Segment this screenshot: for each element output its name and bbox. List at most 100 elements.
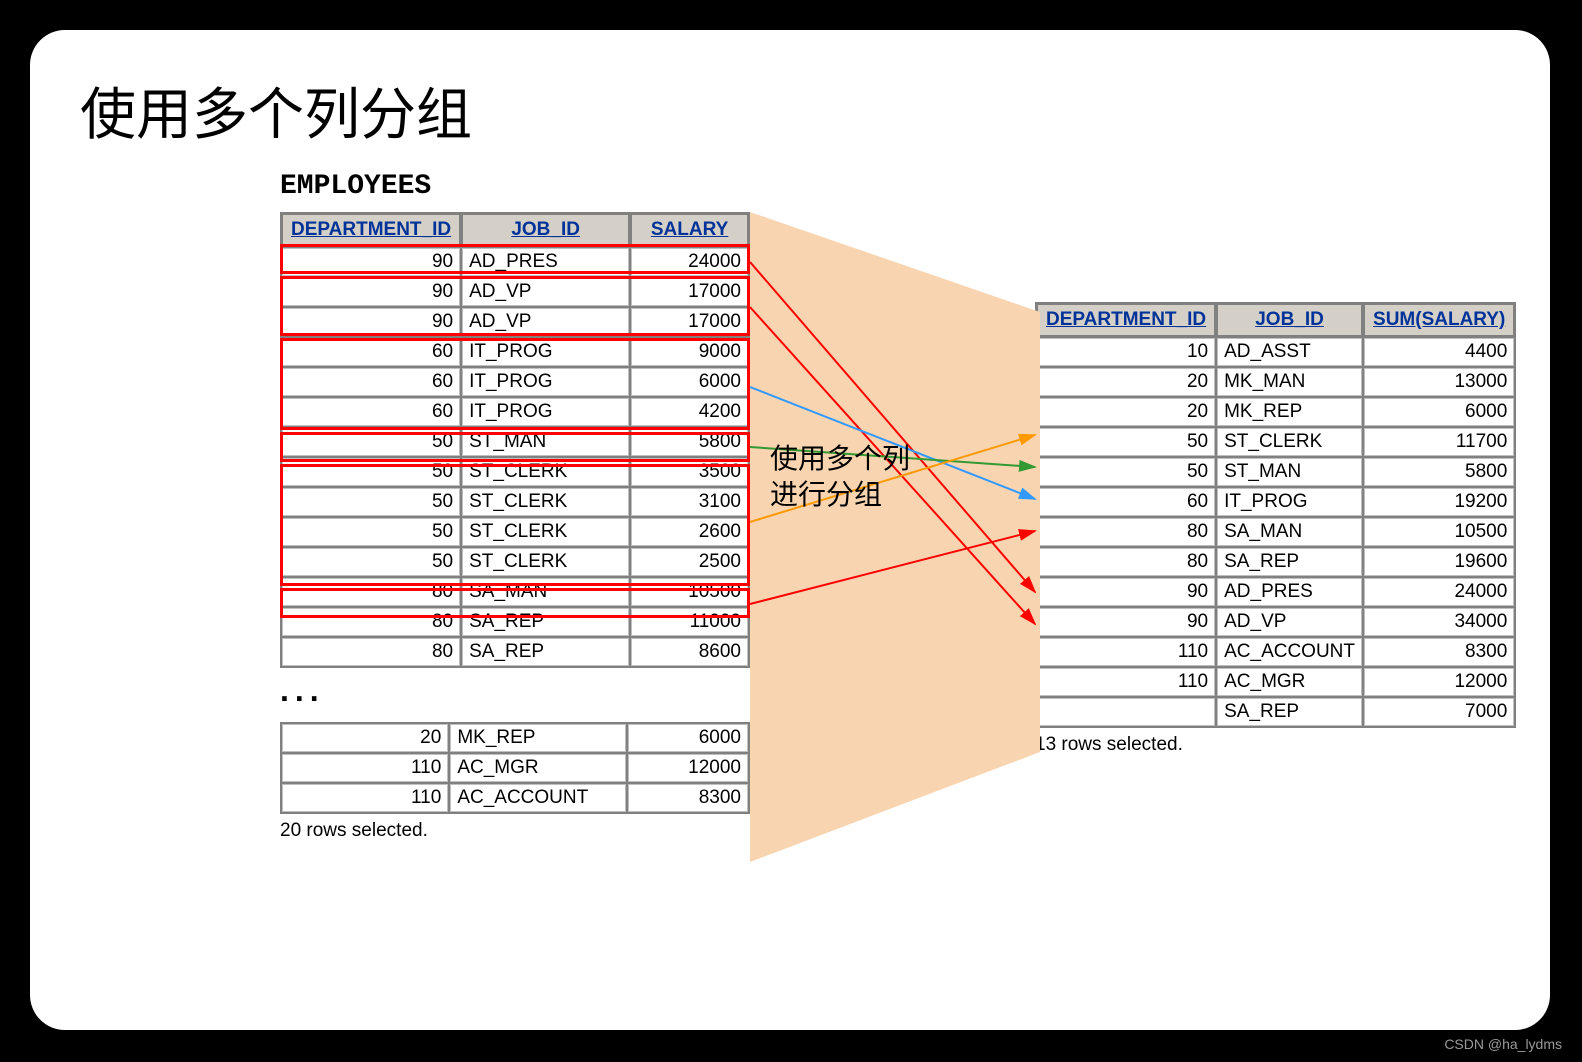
table-cell: AD_VP	[462, 308, 629, 336]
table-row: 90AD_VP17000	[282, 278, 748, 306]
table-cell: 20	[282, 724, 448, 752]
table-cell: 2600	[631, 518, 748, 546]
table-cell: 4400	[1364, 338, 1514, 366]
table-row: 60IT_PROG4200	[282, 398, 748, 426]
table-cell: AD_VP	[462, 278, 629, 306]
table-cell: 8300	[628, 784, 748, 812]
table-cell: IT_PROG	[1217, 488, 1362, 516]
table-row: SA_REP7000	[1037, 698, 1514, 726]
table-cell: SA_MAN	[462, 578, 629, 606]
table-row: 50ST_CLERK3100	[282, 488, 748, 516]
table-cell: 90	[282, 278, 460, 306]
table-cell: 50	[282, 488, 460, 516]
table-cell: MK_MAN	[1217, 368, 1362, 396]
table-row: 50ST_MAN5800	[282, 428, 748, 456]
content-area: DEPARTMENT_ID JOB_ID SALARY 90AD_PRES240…	[80, 212, 1500, 1032]
table-cell: SA_MAN	[1217, 518, 1362, 546]
table-cell: SA_REP	[462, 638, 629, 666]
table-header-row: DEPARTMENT_ID JOB_ID SALARY	[282, 214, 748, 246]
table-cell: SA_REP	[462, 608, 629, 636]
left-rowcount: 20 rows selected.	[280, 820, 750, 842]
table-cell: 80	[1037, 518, 1215, 546]
table-cell: 12000	[1364, 668, 1514, 696]
table-cell: SA_REP	[1217, 548, 1362, 576]
table-row: 90AD_VP17000	[282, 308, 748, 336]
table-row: 10AD_ASST4400	[1037, 338, 1514, 366]
table-cell: IT_PROG	[462, 398, 629, 426]
table-cell: 90	[1037, 578, 1215, 606]
table-cell: 60	[282, 398, 460, 426]
table-cell: 90	[282, 248, 460, 276]
table-cell: AC_MGR	[1217, 668, 1362, 696]
table-cell: 4200	[631, 398, 748, 426]
table-row: 60IT_PROG19200	[1037, 488, 1514, 516]
table-cell: AC_MGR	[450, 754, 626, 782]
table-cell: 50	[282, 428, 460, 456]
table-cell: SA_REP	[1217, 698, 1362, 726]
table-cell: 8300	[1364, 638, 1514, 666]
table-cell: 6000	[631, 368, 748, 396]
table-row: 90AD_VP34000	[1037, 608, 1514, 636]
result-table: DEPARTMENT_ID JOB_ID SUM(SALARY) 10AD_AS…	[1035, 302, 1516, 728]
table-cell: 50	[282, 518, 460, 546]
table-cell: AD_VP	[1217, 608, 1362, 636]
slide-title: 使用多个列分组	[80, 70, 1500, 151]
table-cell: MK_REP	[1217, 398, 1362, 426]
table-row: 110AC_ACCOUNT8300	[1037, 638, 1514, 666]
table-cell: 80	[282, 578, 460, 606]
table-cell: 8600	[631, 638, 748, 666]
table-cell: AC_ACCOUNT	[1217, 638, 1362, 666]
table-cell: 7000	[1364, 698, 1514, 726]
table-row: 50ST_CLERK11700	[1037, 428, 1514, 456]
col-department-id: DEPARTMENT_ID	[1037, 304, 1215, 336]
table-row: 80SA_REP8600	[282, 638, 748, 666]
table-row: 90AD_PRES24000	[1037, 578, 1514, 606]
table-cell: 3500	[631, 458, 748, 486]
table-row: 20MK_REP6000	[282, 724, 748, 752]
table-cell: 80	[282, 638, 460, 666]
table-cell: ST_CLERK	[1217, 428, 1362, 456]
table-cell: 12000	[628, 754, 748, 782]
table-cell: AD_ASST	[1217, 338, 1362, 366]
right-rowcount: 13 rows selected.	[1035, 734, 1515, 756]
result-table-wrapper: DEPARTMENT_ID JOB_ID SUM(SALARY) 10AD_AS…	[1035, 302, 1515, 756]
employees-table-cont: 20MK_REP6000110AC_MGR12000110AC_ACCOUNT8…	[280, 722, 750, 814]
table-row: 80SA_REP19600	[1037, 548, 1514, 576]
table-cell: 24000	[631, 248, 748, 276]
table-header-row: DEPARTMENT_ID JOB_ID SUM(SALARY)	[1037, 304, 1514, 336]
table-cell: 19600	[1364, 548, 1514, 576]
table-cell: 3100	[631, 488, 748, 516]
table-cell: 110	[282, 784, 448, 812]
transform-trapezoid	[750, 212, 1040, 862]
table-cell: 90	[1037, 608, 1215, 636]
ellipsis-indicator: ...	[280, 672, 325, 709]
table-cell: 10500	[1364, 518, 1514, 546]
table-cell: AD_PRES	[1217, 578, 1362, 606]
table-cell: 60	[282, 368, 460, 396]
table-cell: ST_MAN	[462, 428, 629, 456]
table-cell: 9000	[631, 338, 748, 366]
table-row: 50ST_CLERK2500	[282, 548, 748, 576]
table-cell: 6000	[1364, 398, 1514, 426]
table-cell: 50	[1037, 428, 1215, 456]
table-cell: 6000	[628, 724, 748, 752]
table-cell: 5800	[1364, 458, 1514, 486]
watermark-text: CSDN @ha_lydms	[1444, 1036, 1562, 1052]
table-cell: 2500	[631, 548, 748, 576]
table-row: 80SA_MAN10500	[282, 578, 748, 606]
table-cell: ST_CLERK	[462, 518, 629, 546]
table-cell: 34000	[1364, 608, 1514, 636]
table-cell: 80	[1037, 548, 1215, 576]
table-cell: 10	[1037, 338, 1215, 366]
table-cell: 17000	[631, 308, 748, 336]
table-cell: 5800	[631, 428, 748, 456]
table-cell: AC_ACCOUNT	[450, 784, 626, 812]
table-row: 80SA_MAN10500	[1037, 518, 1514, 546]
table-row: 80SA_REP11000	[282, 608, 748, 636]
table-row: 50ST_CLERK3500	[282, 458, 748, 486]
table-cell: 60	[282, 338, 460, 366]
table-cell: AD_PRES	[462, 248, 629, 276]
table-row: 50ST_MAN5800	[1037, 458, 1514, 486]
table-row: 20MK_MAN13000	[1037, 368, 1514, 396]
table-row: 110AC_MGR12000	[1037, 668, 1514, 696]
